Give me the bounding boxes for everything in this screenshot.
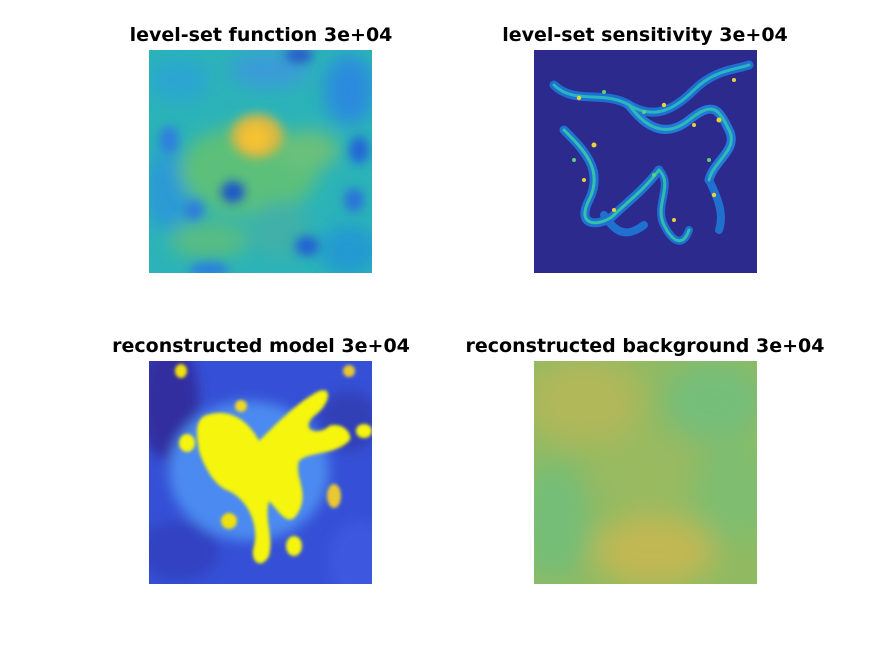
level-set-sensitivity-image	[534, 50, 757, 273]
reconstructed-model-image	[149, 361, 372, 584]
panel-title: reconstructed model 3e+04	[112, 335, 410, 357]
reconstructed-background-image	[534, 361, 757, 584]
panel-title: level-set sensitivity 3e+04	[502, 24, 788, 46]
panel-title: level-set function 3e+04	[129, 24, 393, 46]
level-set-function-image	[149, 50, 372, 273]
panel-title: reconstructed background 3e+04	[465, 335, 825, 357]
